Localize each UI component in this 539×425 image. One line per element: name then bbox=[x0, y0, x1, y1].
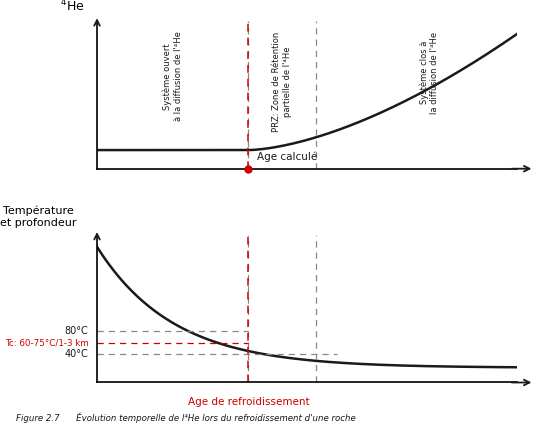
Text: PRZ: Zone de Rétention
partielle de l'⁴He: PRZ: Zone de Rétention partielle de l'⁴H… bbox=[272, 31, 292, 132]
Text: Système clos à
la diffusion de l'⁴He: Système clos à la diffusion de l'⁴He bbox=[419, 31, 439, 114]
Text: Figure 2.7      Évolution temporelle de l⁴He lors du refroidissement d'une roche: Figure 2.7 Évolution temporelle de l⁴He … bbox=[16, 412, 356, 423]
Text: Age de refroidissement: Age de refroidissement bbox=[188, 397, 309, 407]
Text: Système ouvert
à la diffusion de l'⁴He: Système ouvert à la diffusion de l'⁴He bbox=[163, 31, 183, 122]
Text: Température
et profondeur: Température et profondeur bbox=[0, 206, 77, 228]
Text: $^4$He: $^4$He bbox=[59, 0, 84, 14]
Text: Age calculé: Age calculé bbox=[257, 152, 317, 162]
Text: 40°C: 40°C bbox=[65, 349, 88, 360]
Text: Tc: 60-75°C/1-3 km: Tc: 60-75°C/1-3 km bbox=[5, 338, 88, 347]
Text: 80°C: 80°C bbox=[65, 326, 88, 336]
